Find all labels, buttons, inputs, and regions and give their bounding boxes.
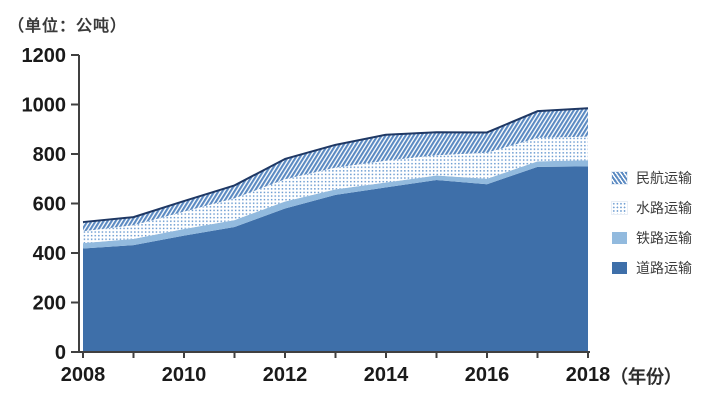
total-top-line xyxy=(82,107,589,224)
legend-item-rail-transport: 铁路运输 xyxy=(612,227,692,249)
legend-item-road-transport: 道路运输 xyxy=(612,257,692,279)
y-tick-label: 1200 xyxy=(22,45,67,67)
y-tick-label: 200 xyxy=(33,293,66,315)
y-tick-label: 800 xyxy=(33,144,66,166)
rail-transport-swatch-icon xyxy=(612,232,627,244)
area-water xyxy=(83,136,588,244)
legend-label: 民航运输 xyxy=(636,170,692,186)
y-axis-unit-label: （单位：公吨） xyxy=(8,18,128,35)
x-tick-label: 2014 xyxy=(364,364,409,386)
x-tick-label: 2016 xyxy=(465,364,510,386)
legend-item-civil-aviation: 民航运输 xyxy=(611,167,692,189)
water-transport-dots-swatch-icon xyxy=(611,201,628,215)
x-tick-label: 2018 xyxy=(566,364,611,386)
y-tick-label: 400 xyxy=(33,243,66,265)
x-tick-label: 2012 xyxy=(263,364,308,386)
y-tick-label: 600 xyxy=(33,194,66,216)
chart-legend: 民航运输 水路运输 铁路运输 道路运输 xyxy=(611,167,692,287)
area-road xyxy=(83,166,588,352)
legend-label: 水路运输 xyxy=(636,200,692,216)
y-tick-label: 0 xyxy=(55,342,66,364)
y-tick-label: 1000 xyxy=(22,95,67,117)
legend-label: 道路运输 xyxy=(636,260,692,276)
civil-aviation-hatch-swatch-icon xyxy=(611,171,628,185)
legend-item-water-transport: 水路运输 xyxy=(611,197,692,219)
road-transport-swatch-icon xyxy=(612,262,627,274)
legend-label: 铁路运输 xyxy=(636,230,692,246)
x-tick-label: 2008 xyxy=(61,364,106,386)
x-tick-label: 2010 xyxy=(162,364,207,386)
area-rail xyxy=(83,160,588,249)
area-aviation xyxy=(83,108,588,232)
x-axis-unit-label: （年份） xyxy=(610,367,682,387)
